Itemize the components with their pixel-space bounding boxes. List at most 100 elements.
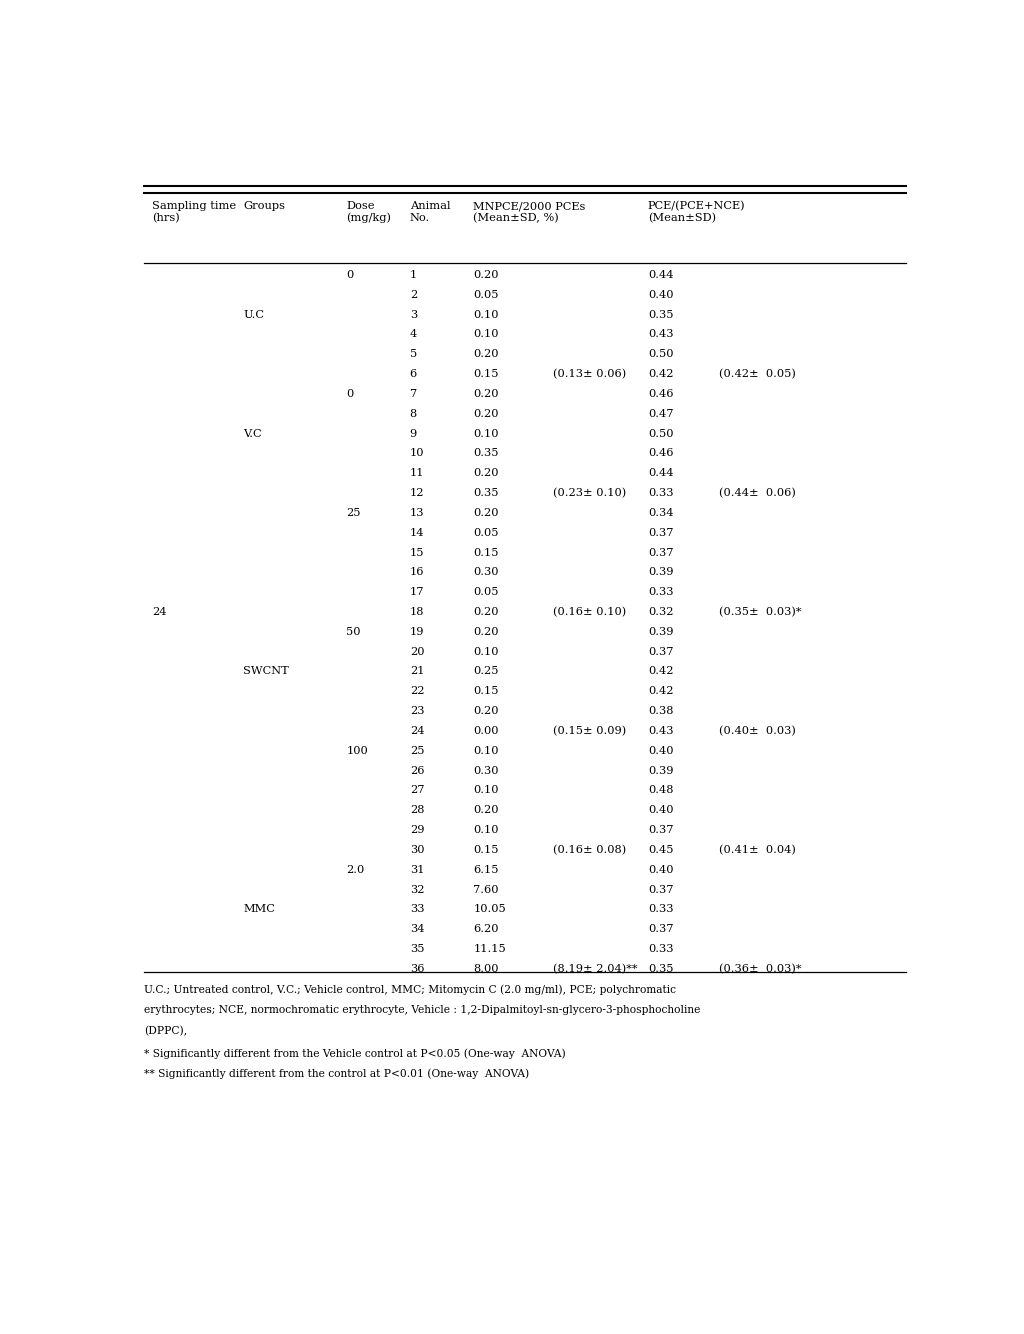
Text: 31: 31 [410, 864, 424, 875]
Text: 0.33: 0.33 [648, 944, 674, 954]
Text: (DPPC),: (DPPC), [143, 1026, 187, 1035]
Text: 0.37: 0.37 [648, 884, 674, 895]
Text: 10: 10 [410, 448, 424, 459]
Text: 11.15: 11.15 [473, 944, 506, 954]
Text: 32: 32 [410, 884, 424, 895]
Text: 0.40: 0.40 [648, 864, 674, 875]
Text: 19: 19 [410, 627, 424, 636]
Text: 0.20: 0.20 [473, 627, 499, 636]
Text: 0.20: 0.20 [473, 706, 499, 716]
Text: 8.00: 8.00 [473, 964, 499, 974]
Text: 0.25: 0.25 [473, 667, 499, 676]
Text: SWCNT: SWCNT [243, 667, 289, 676]
Text: 50: 50 [346, 627, 360, 636]
Text: 0.05: 0.05 [473, 528, 499, 538]
Text: Animal
No.: Animal No. [410, 201, 451, 223]
Text: (0.36±  0.03)*: (0.36± 0.03)* [719, 964, 802, 974]
Text: 20: 20 [410, 647, 424, 656]
Text: 0: 0 [346, 390, 353, 399]
Text: 0.46: 0.46 [648, 390, 674, 399]
Text: ** Significantly different from the control at P<0.01 (One-way  ANOVA): ** Significantly different from the cont… [143, 1069, 529, 1079]
Text: 0.43: 0.43 [648, 329, 674, 339]
Text: 26: 26 [410, 766, 424, 775]
Text: 18: 18 [410, 607, 424, 618]
Text: 0.30: 0.30 [473, 766, 499, 775]
Text: 2: 2 [410, 289, 417, 300]
Text: 0.35: 0.35 [648, 964, 674, 974]
Text: 6.20: 6.20 [473, 924, 499, 934]
Text: 0.40: 0.40 [648, 289, 674, 300]
Text: (8.19± 2.04)**: (8.19± 2.04)** [553, 964, 637, 974]
Text: 0.43: 0.43 [648, 726, 674, 736]
Text: 0.00: 0.00 [473, 726, 499, 736]
Text: 0.15: 0.15 [473, 686, 499, 696]
Text: MNPCE/2000 PCEs
(Mean±SD, %): MNPCE/2000 PCEs (Mean±SD, %) [473, 201, 586, 223]
Text: (0.41±  0.04): (0.41± 0.04) [719, 844, 796, 855]
Text: 4: 4 [410, 329, 417, 339]
Text: U.C.; Untreated control, V.C.; Vehicle control, MMC; Mitomycin C (2.0 mg/ml), PC: U.C.; Untreated control, V.C.; Vehicle c… [143, 984, 676, 995]
Text: 0.20: 0.20 [473, 468, 499, 478]
Text: 13: 13 [410, 508, 424, 518]
Text: 0.37: 0.37 [648, 824, 674, 835]
Text: 0.10: 0.10 [473, 786, 499, 795]
Text: 0.20: 0.20 [473, 408, 499, 419]
Text: (0.16± 0.10): (0.16± 0.10) [553, 607, 626, 618]
Text: (0.23± 0.10): (0.23± 0.10) [553, 488, 626, 499]
Text: 5: 5 [410, 350, 417, 359]
Text: 0.20: 0.20 [473, 508, 499, 518]
Text: 0.10: 0.10 [473, 647, 499, 656]
Text: 0.10: 0.10 [473, 746, 499, 756]
Text: 27: 27 [410, 786, 424, 795]
Text: 0.05: 0.05 [473, 587, 499, 598]
Text: PCE/(PCE+NCE)
(Mean±SD): PCE/(PCE+NCE) (Mean±SD) [648, 201, 745, 224]
Text: MMC: MMC [243, 904, 275, 914]
Text: 0.37: 0.37 [648, 528, 674, 538]
Text: 11: 11 [410, 468, 424, 478]
Text: (0.16± 0.08): (0.16± 0.08) [553, 844, 626, 855]
Text: 0.45: 0.45 [648, 844, 674, 855]
Text: 0.20: 0.20 [473, 806, 499, 815]
Text: 0.10: 0.10 [473, 309, 499, 320]
Text: 0.15: 0.15 [473, 547, 499, 558]
Text: 0.37: 0.37 [648, 647, 674, 656]
Text: 0.34: 0.34 [648, 508, 674, 518]
Text: 9: 9 [410, 428, 417, 439]
Text: 0.33: 0.33 [648, 904, 674, 914]
Text: 6: 6 [410, 370, 417, 379]
Text: * Significantly different from the Vehicle control at P<0.05 (One-way  ANOVA): * Significantly different from the Vehic… [143, 1049, 565, 1059]
Text: 0.33: 0.33 [648, 587, 674, 598]
Text: 30: 30 [410, 844, 424, 855]
Text: U.C: U.C [243, 309, 264, 320]
Text: erythrocytes; NCE, normochromatic erythrocyte, Vehicle : 1,2-Dipalmitoyl-sn-glyc: erythrocytes; NCE, normochromatic erythr… [143, 1005, 700, 1015]
Text: 7: 7 [410, 390, 417, 399]
Text: 0.35: 0.35 [648, 309, 674, 320]
Text: 14: 14 [410, 528, 424, 538]
Text: 0.20: 0.20 [473, 269, 499, 280]
Text: 0.42: 0.42 [648, 667, 674, 676]
Text: 0.10: 0.10 [473, 428, 499, 439]
Text: Groups: Groups [243, 201, 285, 211]
Text: 0.50: 0.50 [648, 428, 674, 439]
Text: 23: 23 [410, 706, 424, 716]
Text: (0.42±  0.05): (0.42± 0.05) [719, 370, 796, 379]
Text: 0.46: 0.46 [648, 448, 674, 459]
Text: 0.20: 0.20 [473, 607, 499, 618]
Text: 28: 28 [410, 806, 424, 815]
Text: 0.32: 0.32 [648, 607, 674, 618]
Text: 0.35: 0.35 [473, 488, 499, 498]
Text: V.C: V.C [243, 428, 262, 439]
Text: 0.44: 0.44 [648, 269, 674, 280]
Text: 0.05: 0.05 [473, 289, 499, 300]
Text: 0.42: 0.42 [648, 370, 674, 379]
Text: 0.33: 0.33 [648, 488, 674, 498]
Text: 0.38: 0.38 [648, 706, 674, 716]
Text: 0.39: 0.39 [648, 567, 674, 578]
Text: 0.35: 0.35 [473, 448, 499, 459]
Text: 0.44: 0.44 [648, 468, 674, 478]
Text: 0.15: 0.15 [473, 844, 499, 855]
Text: 0.10: 0.10 [473, 824, 499, 835]
Text: Sampling time
(hrs): Sampling time (hrs) [152, 201, 236, 223]
Text: 0.10: 0.10 [473, 329, 499, 339]
Text: 16: 16 [410, 567, 424, 578]
Text: 6.15: 6.15 [473, 864, 499, 875]
